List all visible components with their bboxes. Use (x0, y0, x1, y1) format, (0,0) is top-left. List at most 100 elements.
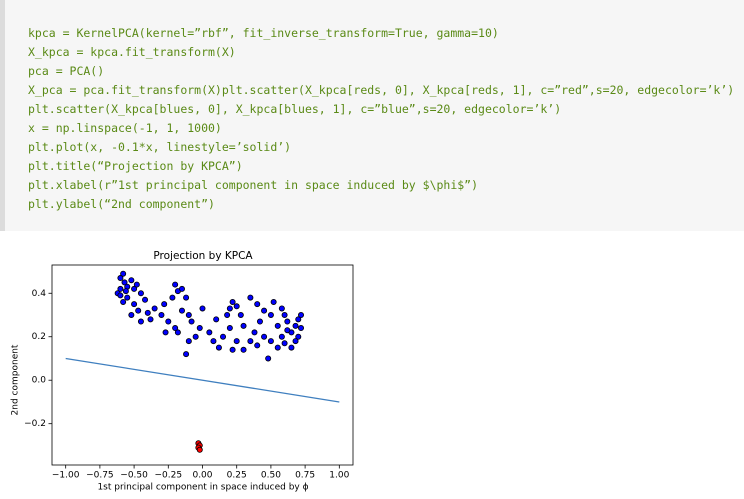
point (274, 344, 281, 351)
code-line: plt.scatter(X_kpca[blues, 0], X_kpca[blu… (28, 102, 562, 116)
point (233, 338, 240, 345)
point (161, 301, 168, 308)
point (122, 288, 129, 295)
y-axis-label: 2nd component (11, 344, 21, 415)
point (185, 312, 192, 319)
x-tick-label: −1.00 (52, 471, 80, 481)
point (278, 305, 285, 312)
point (121, 279, 128, 286)
point (144, 309, 151, 316)
point (117, 285, 124, 292)
point (128, 277, 135, 284)
point (117, 292, 124, 299)
code-line: plt.title(“Projection by KPCA”) (28, 159, 243, 173)
x-tick-label: −0.75 (86, 471, 114, 481)
point (151, 305, 158, 312)
point (226, 305, 233, 312)
point (247, 338, 254, 345)
point (213, 316, 220, 323)
point (261, 307, 268, 314)
point (233, 303, 240, 310)
point (165, 318, 172, 325)
x-tick-label: 0.75 (295, 471, 315, 481)
y-tick-label: 0.4 (32, 289, 47, 299)
point (240, 322, 247, 329)
point (292, 338, 299, 345)
point (220, 333, 227, 340)
point (288, 344, 295, 351)
point (188, 318, 195, 325)
code-line: plt.xlabel(r”1st principal component in … (28, 178, 479, 192)
point (224, 312, 231, 319)
point (137, 290, 144, 297)
point (274, 322, 281, 329)
point (128, 312, 135, 319)
point (196, 325, 203, 332)
x-tick-label: −0.25 (154, 471, 182, 481)
x-axis-label: 1st principal component in space induced… (97, 483, 308, 493)
point (183, 294, 190, 301)
point (281, 340, 288, 347)
x-tick-label: 0.00 (192, 471, 212, 481)
chart: Projection by KPCA 1st principal compone… (11, 250, 354, 493)
x-tick-label: 1.00 (329, 471, 349, 481)
point (226, 325, 233, 332)
code-line: plt.ylabel(“2nd component”) (28, 197, 215, 211)
point (251, 329, 258, 336)
point (284, 318, 291, 325)
code-line: X_pca = pca.fit_transform(X)plt.scatter(… (28, 83, 735, 97)
point (229, 346, 236, 353)
point (267, 312, 274, 319)
point (147, 316, 154, 323)
point (124, 294, 131, 301)
code-block: kpca = KernelPCA(kernel=”rbf”, fit_inver… (0, 0, 744, 231)
point (199, 305, 206, 312)
point (133, 281, 140, 288)
point (298, 325, 305, 332)
y-tick-label: 0.0 (32, 376, 47, 386)
point (292, 322, 299, 329)
point (172, 281, 179, 288)
code-line: pca = PCA() (28, 64, 105, 78)
point (254, 301, 261, 308)
point (172, 325, 179, 332)
point (178, 285, 185, 292)
chart-title: Projection by KPCA (153, 250, 253, 262)
x-tick-label: 0.50 (261, 471, 281, 481)
line (65, 357, 340, 403)
point (142, 296, 149, 303)
point (169, 294, 176, 301)
point (270, 298, 277, 305)
point (261, 333, 268, 340)
point (131, 301, 138, 308)
code-line: X_kpca = kpca.fit_transform(X) (28, 45, 236, 59)
point (192, 333, 199, 340)
point (135, 307, 142, 314)
point (162, 329, 169, 336)
code-line: kpca = KernelPCA(kernel=”rbf”, fit_inver… (28, 26, 499, 40)
point (295, 316, 302, 323)
y-tick-label: −0.2 (24, 419, 46, 429)
point (267, 338, 274, 345)
point (158, 312, 165, 319)
point (229, 298, 236, 305)
point (183, 351, 190, 358)
x-tick-label: −0.50 (120, 471, 148, 481)
point (240, 346, 247, 353)
point (215, 344, 222, 351)
point (278, 333, 285, 340)
point (295, 333, 302, 340)
plot-frame (51, 264, 354, 466)
point (117, 275, 124, 282)
point (120, 270, 127, 277)
code-line: plt.plot(x, -0.1*x, linestyle=’solid’) (28, 140, 292, 154)
point (120, 298, 127, 305)
point (178, 307, 185, 314)
point (137, 318, 144, 325)
point (298, 312, 305, 319)
point (210, 338, 217, 345)
point (131, 285, 138, 292)
point (254, 342, 261, 349)
point (206, 329, 213, 336)
